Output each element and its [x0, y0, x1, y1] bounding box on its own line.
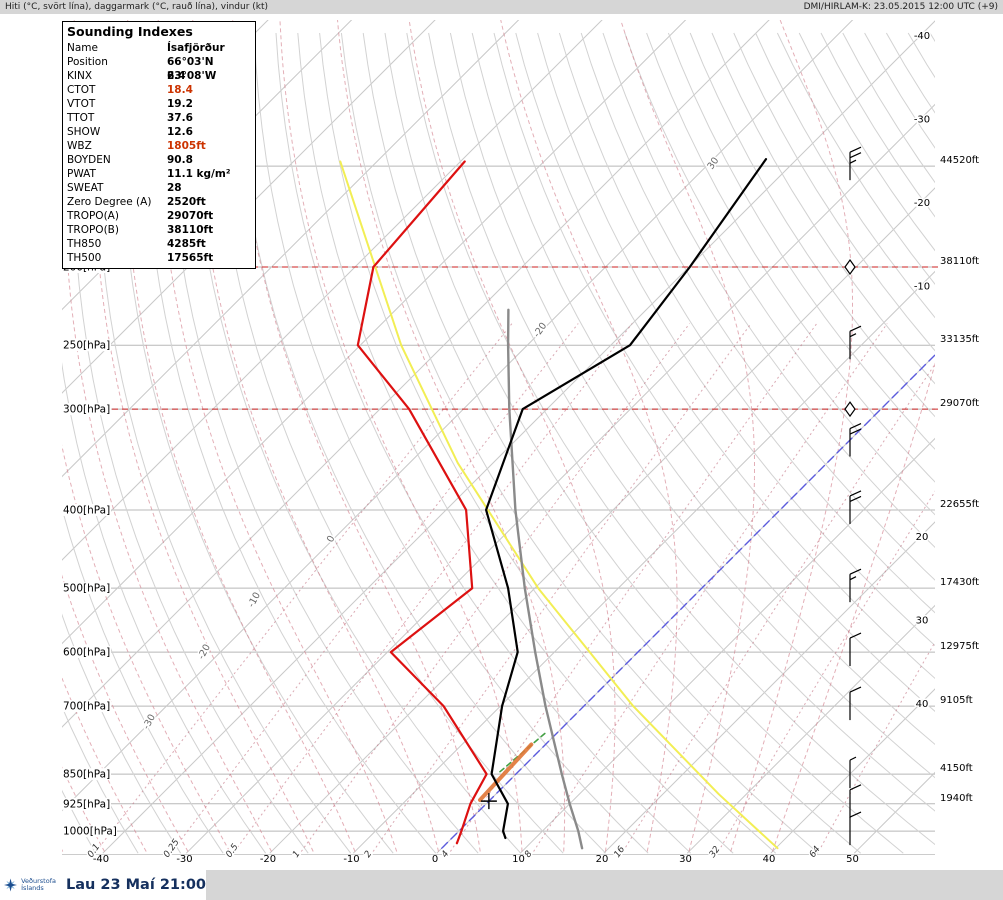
series-temperature	[485, 158, 768, 840]
pressure-axis-label: 600[hPa]	[63, 647, 110, 659]
altitude-axis-label: 44520ft	[940, 155, 979, 166]
altitude-axis-label: 4150ft	[940, 763, 973, 774]
right-temp-label: 30	[916, 616, 929, 627]
temp-axis-label: -10	[343, 854, 359, 865]
index-row: PWAT 11.1 kg/m²	[67, 168, 231, 180]
tropopause-diamond-icon	[844, 401, 856, 418]
right-temp-label: -30	[914, 115, 930, 126]
altitude-axis-label: 29070ft	[940, 398, 979, 409]
altitude-axis-label: 33135ft	[940, 334, 979, 345]
index-row: KINX 6.4	[67, 70, 186, 82]
pressure-axis-label: 400[hPa]	[63, 504, 110, 516]
pressure-axis-label: 1000[hPa]	[63, 826, 117, 838]
pressure-axis-label: 850[hPa]	[63, 769, 110, 781]
right-temp-label: -10	[914, 282, 930, 293]
mixing-ratio-label: 0.5	[224, 842, 241, 860]
brand-box: Veðurstofa Íslands Lau 23 Maí 21:00	[0, 870, 206, 900]
altitude-axis-label: 9105ft	[940, 695, 973, 706]
vedurstofa-logo-icon	[4, 878, 18, 892]
footer-bar: Veðurstofa Íslands Lau 23 Maí 21:00	[0, 870, 1003, 900]
altitude-axis-label: 1940ft	[940, 793, 973, 804]
pressure-axis-label: 500[hPa]	[63, 583, 110, 595]
profile-lines	[339, 158, 935, 850]
index-row: WBZ 1805ft	[67, 140, 206, 152]
temp-axis-label: 20	[596, 854, 609, 865]
index-row: TROPO(A) 29070ft	[67, 210, 214, 222]
tropopause-diamond-icon	[844, 258, 856, 276]
index-row: CTOT 18.4	[67, 84, 193, 96]
index-row: SHOW 12.6	[67, 126, 193, 138]
adiabat-inline-label: -20	[531, 321, 549, 340]
adiabat-inline-label: -30	[141, 713, 158, 732]
wind-barbs	[849, 146, 862, 846]
temp-axis-label: 0	[432, 854, 438, 865]
pressure-axis-label: 700[hPa]	[63, 701, 110, 713]
index-row: Position 66°03'N 23°08'W	[67, 56, 217, 82]
index-row: Zero Degree (A) 2520ft	[67, 196, 206, 208]
pressure-axis-label: 300[hPa]	[63, 404, 110, 416]
mixing-ratio-label: 16	[612, 844, 627, 859]
temp-axis-label: 10	[512, 854, 525, 865]
brand-name: Veðurstofa Íslands	[21, 878, 56, 892]
temp-axis-label: 30	[679, 854, 692, 865]
adiabat-inline-label: 30	[705, 156, 721, 172]
series-parcel-dry-adiabat-yellow	[339, 160, 779, 850]
mixing-ratio-label: 8	[523, 849, 535, 860]
tropopause-lines	[62, 258, 938, 418]
right-temp-label: 20	[916, 532, 929, 543]
right-temp-label: 40	[916, 699, 929, 710]
top-bar: Hiti (°C, svört lína), daggarmark (°C, r…	[0, 0, 1003, 14]
brand-name-top: Veðurstofa	[21, 877, 56, 885]
pressure-axis-label: 925[hPa]	[63, 798, 110, 810]
right-temp-label: -20	[914, 198, 930, 209]
series-zero-isotherm	[441, 354, 935, 849]
temp-axis-label: -30	[176, 854, 192, 865]
index-row: VTOT 19.2	[67, 98, 193, 110]
index-row: TH850 4285ft	[67, 238, 206, 250]
temp-axis-label: -40	[93, 854, 109, 865]
index-row: Name Ísafjörður	[67, 42, 225, 54]
topbar-legend-label: Hiti (°C, svört lína), daggarmark (°C, r…	[5, 2, 269, 12]
indexes-title: Sounding Indexes	[67, 24, 193, 39]
mixing-ratio-label: 32	[708, 844, 723, 859]
index-row: TTOT 37.6	[67, 112, 193, 124]
indexes-rows: Name Ísafjörður Position 66°03'N 23°08'W KIN…	[67, 41, 251, 265]
altitude-axis-label: 17430ft	[940, 577, 979, 588]
footer-datetime: Lau 23 Maí 21:00	[65, 877, 206, 893]
altitude-axis-label: 22655ft	[940, 499, 979, 510]
brand-name-bottom: Íslands	[21, 884, 44, 892]
temp-axis-label: -20	[260, 854, 276, 865]
index-row: SWEAT 28	[67, 182, 182, 194]
series-standard-atmosphere	[506, 308, 584, 850]
axis-labels: 200[hPa]250[hPa]300[hPa]400[hPa]500[hPa]…	[61, 30, 979, 865]
altitude-axis-label: 12975ft	[940, 641, 979, 652]
index-row: BOYDEN 90.8	[67, 154, 193, 166]
temp-axis-label: 40	[763, 854, 776, 865]
series-dewpoint	[356, 160, 488, 845]
mixing-ratio-label: 2	[363, 849, 375, 860]
station-level-marker	[480, 793, 497, 810]
index-row: TH500 17565ft	[67, 252, 214, 264]
sounding-indexes-panel: Sounding Indexes Name Ísafjörður Position 6…	[62, 21, 256, 269]
adiabat-inline-label: -20	[196, 643, 213, 662]
index-row: TROPO(B) 38110ft	[67, 224, 214, 236]
altitude-axis-label: 38110ft	[940, 256, 979, 267]
mixing-ratio-label: 1	[291, 849, 302, 859]
pressure-axis-label: 250[hPa]	[63, 340, 110, 352]
series-parcel-segment-orange	[478, 742, 534, 802]
temp-axis-label: 50	[846, 854, 859, 865]
topbar-model-label: DMI/HIRLAM-K: 23.05.2015 12:00 UTC (+9)	[803, 2, 998, 12]
mixing-ratio-label: 4	[440, 849, 452, 860]
right-temp-label: -40	[914, 31, 930, 42]
